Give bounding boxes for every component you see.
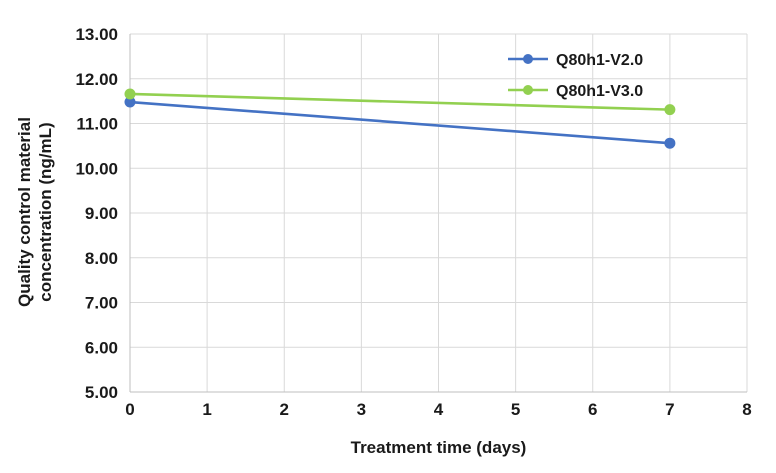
legend-label: Q80h1-V2.0 — [556, 52, 643, 69]
x-tick-label: 8 — [742, 400, 751, 419]
x-axis-title: Treatment time (days) — [350, 438, 527, 457]
data-point-q80h1-v2.0 — [664, 137, 676, 149]
y-axis-title-line2: concentration (ng/mL) — [36, 122, 56, 302]
x-tick-label: 0 — [125, 400, 134, 419]
y-tick-label: 6.00 — [85, 338, 118, 357]
legend-marker-icon — [523, 85, 533, 95]
y-tick-label: 10.00 — [75, 159, 118, 178]
x-tick-label: 3 — [357, 400, 366, 419]
series-line-q80h1-v2.0 — [129, 100, 670, 145]
data-point-q80h1-v2.0 — [124, 96, 136, 108]
legend-marker-icon — [523, 54, 533, 64]
x-tick-label: 7 — [665, 400, 674, 419]
y-tick-label: 11.00 — [76, 115, 118, 134]
y-tick-label: 5.00 — [85, 383, 118, 402]
y-tick-label: 9.00 — [85, 204, 118, 223]
x-tick-label: 1 — [202, 400, 211, 419]
y-tick-label: 13.00 — [75, 25, 118, 44]
x-tick-label: 4 — [434, 400, 444, 419]
y-tick-label: 8.00 — [85, 249, 118, 268]
x-tick-label: 6 — [588, 400, 597, 419]
y-tick-label: 12.00 — [75, 70, 118, 89]
data-point-q80h1-v3.0 — [124, 88, 136, 100]
legend-label: Q80h1-V3.0 — [556, 83, 643, 100]
x-tick-label: 2 — [280, 400, 289, 419]
data-point-q80h1-v3.0 — [664, 104, 676, 116]
series-line-q80h1-v3.0 — [129, 92, 670, 111]
y-axis-title: Quality control material concentration (… — [14, 22, 58, 402]
y-tick-label: 7.00 — [85, 294, 118, 313]
x-tick-label: 5 — [511, 400, 520, 419]
y-axis-title-line1: Quality control material — [15, 117, 34, 307]
